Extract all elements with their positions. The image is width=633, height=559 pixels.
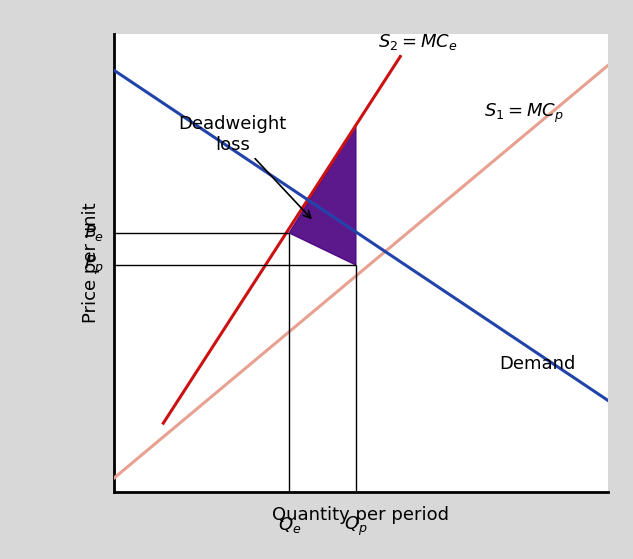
Text: $S_2 = MC_\mathit{e}$: $S_2 = MC_\mathit{e}$	[378, 32, 458, 52]
Y-axis label: Price per unit: Price per unit	[82, 202, 100, 323]
Text: $Q_\mathit{e}$: $Q_\mathit{e}$	[277, 515, 301, 535]
Text: $P_\mathit{p}$: $P_\mathit{p}$	[84, 253, 104, 277]
Polygon shape	[289, 125, 356, 265]
Text: $P_\mathit{e}$: $P_\mathit{e}$	[84, 223, 104, 243]
X-axis label: Quantity per period: Quantity per period	[272, 506, 449, 524]
Text: Deadweight
loss: Deadweight loss	[179, 115, 311, 218]
Text: Demand: Demand	[499, 354, 575, 373]
Text: $Q_\mathit{p}$: $Q_\mathit{p}$	[344, 515, 368, 538]
Text: $S_1 = MC_\mathit{p}$: $S_1 = MC_\mathit{p}$	[484, 102, 564, 125]
